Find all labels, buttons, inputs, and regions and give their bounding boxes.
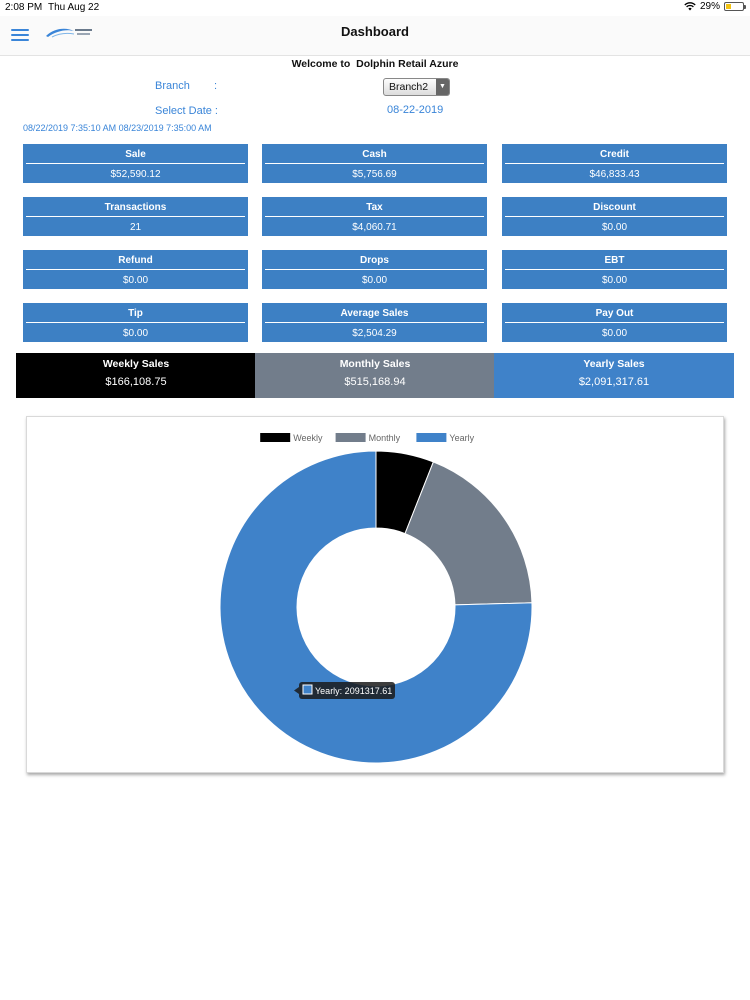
period-value: $166,108.75 [105, 376, 167, 388]
tile-value: $0.00 [601, 328, 628, 339]
tile-value: $0.00 [122, 328, 149, 339]
slice-monthly[interactable] [404, 461, 533, 606]
legend-label-yearly[interactable]: Yearly [449, 433, 474, 443]
tile-credit[interactable]: Credit $46,833.43 [502, 144, 727, 183]
tile-value: $0.00 [361, 275, 388, 286]
status-bar: 2:08 PM Thu Aug 22 29% [0, 0, 750, 16]
tile-value: $0.00 [122, 275, 149, 286]
branch-select-value: Branch2 [389, 81, 429, 93]
tile-label: Sale [125, 149, 146, 160]
period-label: Yearly Sales [583, 358, 645, 370]
period-label: Monthly Sales [339, 358, 411, 370]
date-range-text: 08/22/2019 7:35:10 AM 08/23/2019 7:35:00… [23, 123, 212, 133]
tile-label: Tip [128, 308, 143, 319]
tile-tax[interactable]: Tax $4,060.71 [262, 197, 487, 236]
branch-label: Branch [155, 80, 190, 92]
tile-value: $5,756.69 [352, 169, 397, 180]
tile-value: $4,060.71 [352, 222, 397, 233]
weekly-sales-tab[interactable]: Weekly Sales $166,108.75 [16, 353, 256, 398]
tile-value: $46,833.43 [589, 169, 640, 180]
battery-percent: 29% [699, 1, 720, 12]
tooltip-text: Yearly: 2091317.61 [315, 686, 392, 696]
page-title: Dashboard [341, 24, 409, 39]
monthly-sales-tab[interactable]: Monthly Sales $515,168.94 [255, 353, 495, 398]
tile-value: $52,590.12 [110, 169, 161, 180]
period-value: $2,091,317.61 [578, 376, 650, 388]
sales-doughnut-chart: Weekly Monthly Yearly Yearly: 2091317.61 [219, 433, 533, 764]
nav-bar: Dashboard [0, 16, 750, 56]
tile-tip[interactable]: Tip $0.00 [23, 303, 248, 342]
wifi-icon [684, 2, 696, 11]
tile-drops[interactable]: Drops $0.00 [262, 250, 487, 289]
tile-average-sales[interactable]: Average Sales $2,504.29 [262, 303, 487, 342]
tile-label: Transactions [104, 202, 167, 213]
tile-discount[interactable]: Discount $0.00 [502, 197, 727, 236]
chevron-down-icon: ▼ [436, 79, 449, 95]
date-picker-value[interactable]: 08-22-2019 [387, 104, 444, 116]
period-label: Weekly Sales [102, 358, 170, 370]
store-name: Dolphin Retail Azure [356, 58, 459, 70]
tile-sale[interactable]: Sale $52,590.12 [23, 144, 248, 183]
branch-colon: : [214, 80, 218, 92]
welcome-prefix: Welcome to [291, 58, 351, 70]
tile-label: Tax [366, 202, 383, 213]
status-right: 29% [684, 1, 746, 12]
sales-chart-card: Weekly Monthly Yearly Yearly: 2091317.61 [26, 416, 724, 773]
tile-pay-out[interactable]: Pay Out $0.00 [502, 303, 727, 342]
tile-value: 21 [129, 222, 142, 233]
legend-label-weekly[interactable]: Weekly [293, 433, 323, 443]
tile-label: EBT [604, 255, 625, 266]
branch-select[interactable]: Branch2 ▼ [383, 78, 450, 96]
tile-label: Average Sales [340, 308, 409, 319]
status-date: Thu Aug 22 [48, 2, 100, 13]
legend-swatch-yearly [416, 433, 447, 442]
yearly-sales-tab[interactable]: Yearly Sales $2,091,317.61 [494, 353, 734, 398]
tile-value: $0.00 [601, 275, 628, 286]
chart-tooltip: Yearly: 2091317.61 [294, 682, 395, 699]
period-value: $515,168.94 [344, 376, 406, 388]
tile-label: Credit [600, 149, 629, 160]
tile-label: Drops [360, 255, 389, 266]
tile-value: $0.00 [601, 222, 628, 233]
tile-label: Discount [593, 202, 636, 213]
legend-swatch-monthly [335, 433, 366, 442]
tile-value: $2,504.29 [352, 328, 397, 339]
welcome-line: Welcome to Dolphin Retail Azure [0, 58, 750, 70]
select-date-label: Select Date : [155, 105, 218, 117]
menu-icon[interactable] [11, 29, 29, 42]
dolphin-logo [46, 28, 92, 38]
legend-swatch-weekly [260, 433, 291, 442]
legend-label-monthly[interactable]: Monthly [369, 433, 401, 443]
tile-transactions[interactable]: Transactions 21 [23, 197, 248, 236]
tile-label: Cash [362, 149, 387, 160]
tile-refund[interactable]: Refund $0.00 [23, 250, 248, 289]
tile-ebt[interactable]: EBT $0.00 [502, 250, 727, 289]
battery-icon [724, 2, 746, 11]
status-time: 2:08 PM [5, 2, 43, 13]
tile-cash[interactable]: Cash $5,756.69 [262, 144, 487, 183]
tile-label: Refund [118, 255, 153, 266]
tile-label: Pay Out [595, 308, 634, 319]
